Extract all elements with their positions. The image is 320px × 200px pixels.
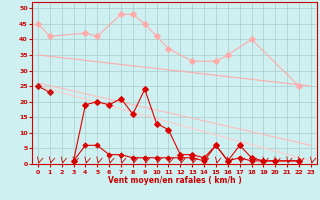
- X-axis label: Vent moyen/en rafales ( km/h ): Vent moyen/en rafales ( km/h ): [108, 176, 241, 185]
